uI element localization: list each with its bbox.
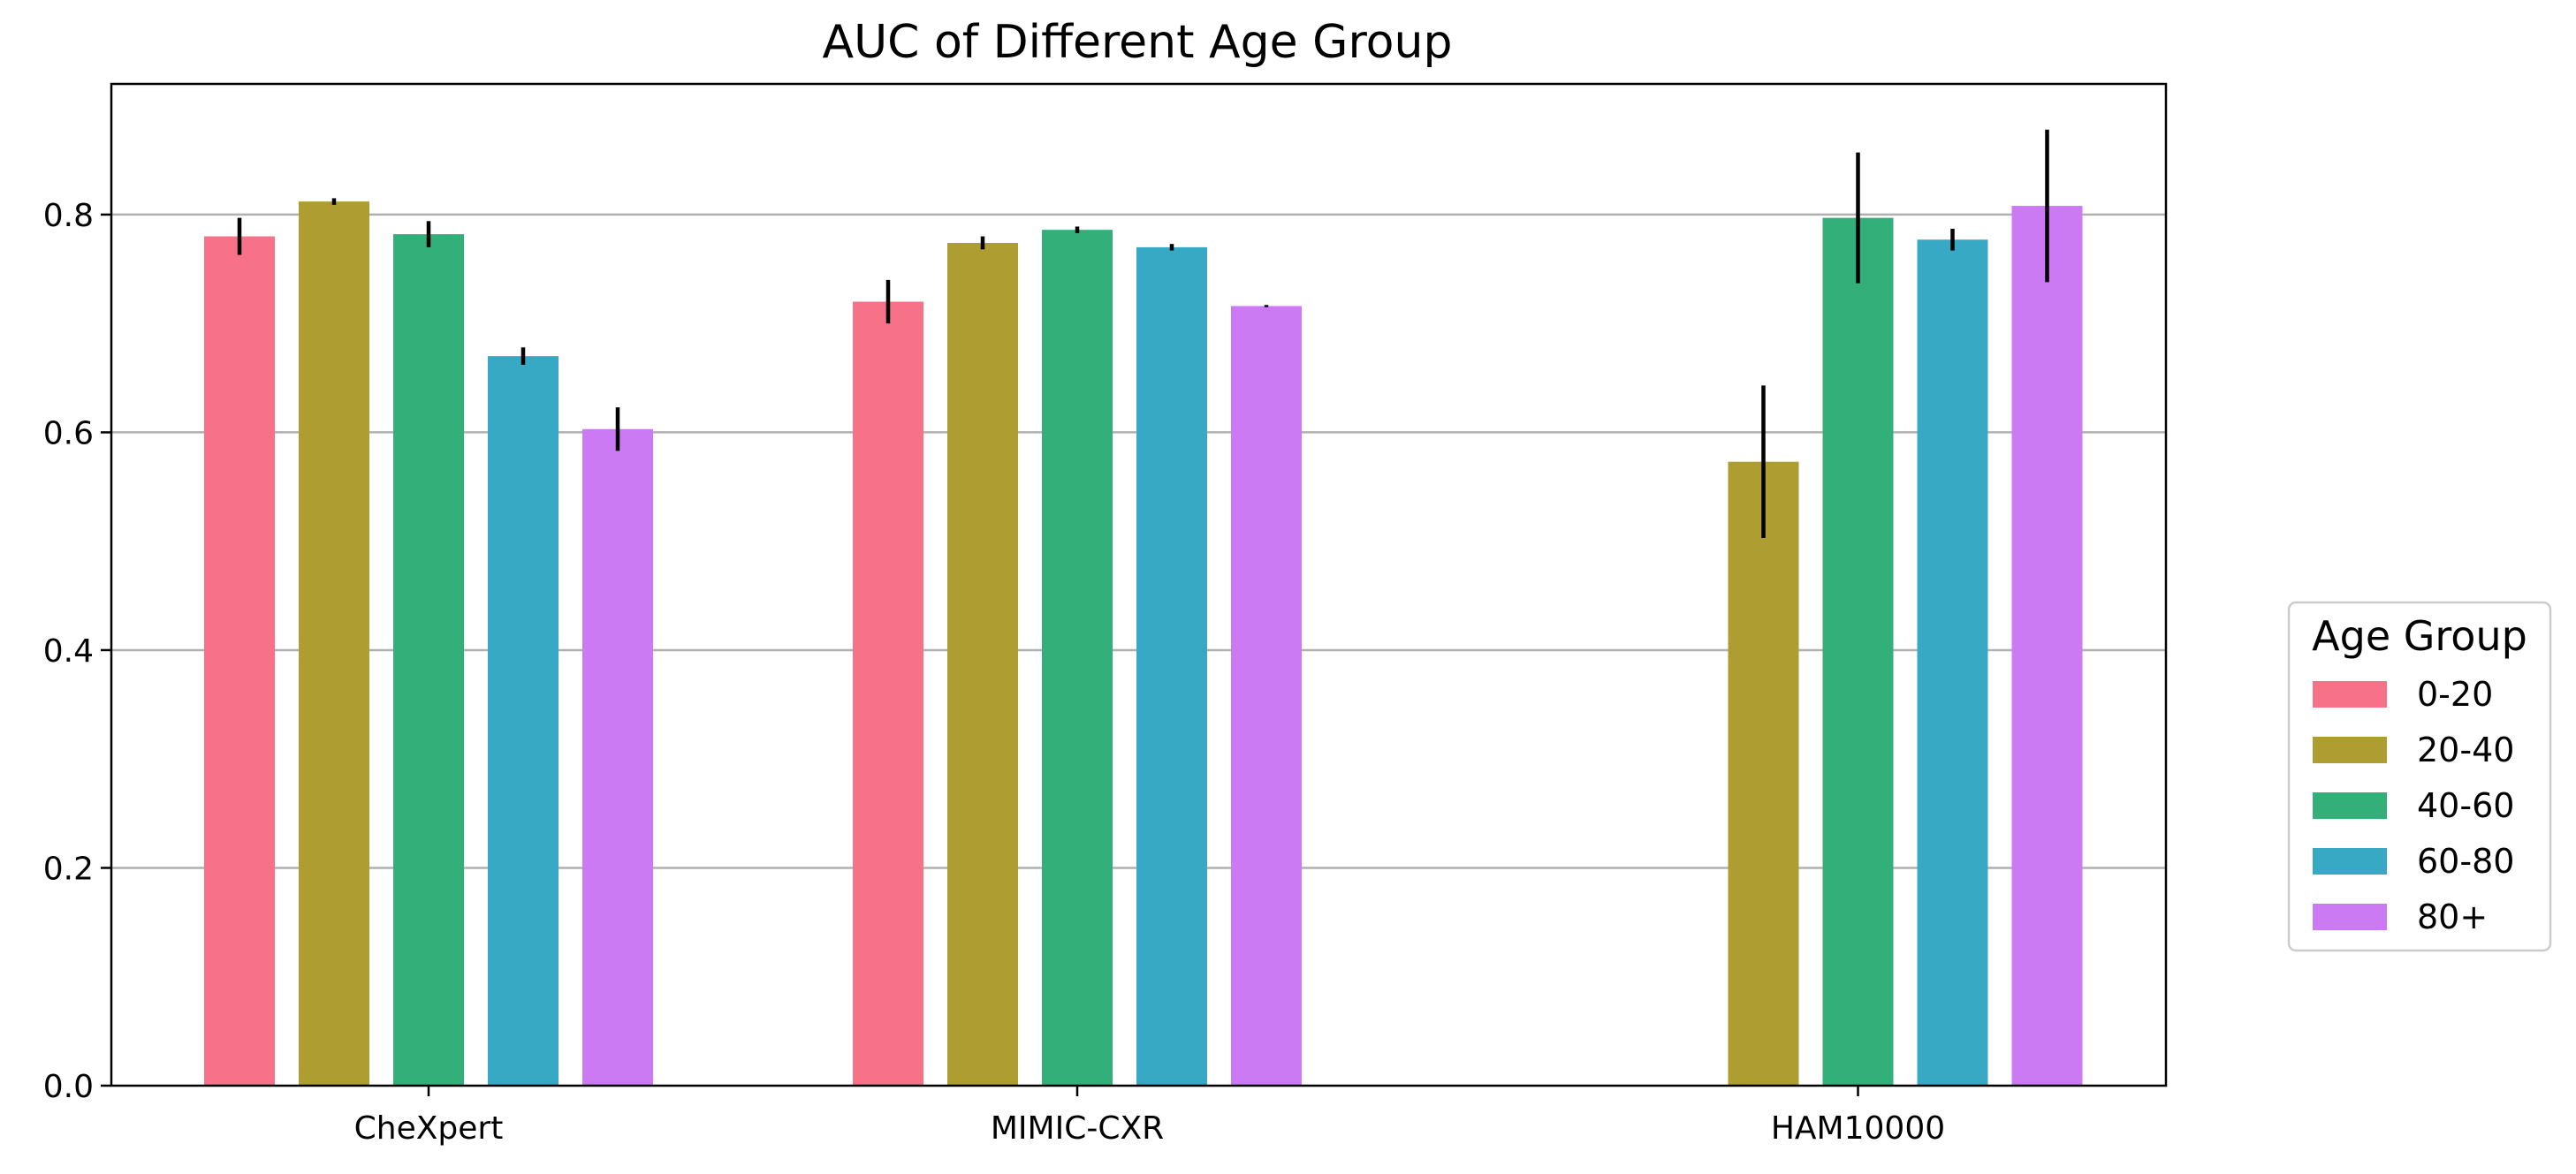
y-tick-label: 0.8 <box>43 198 94 234</box>
legend: Age Group 0-20 20-40 40-60 60-80 80+ <box>2287 601 2552 952</box>
bar <box>1231 306 1302 1087</box>
plot-frame <box>110 82 2168 1087</box>
bar <box>947 242 1018 1086</box>
y-tick-label: 0.6 <box>43 415 94 451</box>
legend-swatch <box>2313 681 2387 708</box>
bar <box>1042 230 1113 1086</box>
legend-swatch <box>2313 737 2387 763</box>
bar <box>204 236 275 1087</box>
bar <box>1136 246 1207 1086</box>
bar <box>299 201 369 1087</box>
bar <box>393 234 464 1087</box>
error-bars <box>237 129 2049 538</box>
legend-label: 0-20 <box>2417 675 2493 714</box>
bar <box>1917 239 1988 1086</box>
legend-swatch <box>2313 792 2387 819</box>
y-tick-label: 0.4 <box>43 633 94 670</box>
legend-label: 80+ <box>2417 898 2488 936</box>
bar <box>1822 217 1894 1087</box>
legend-label: 40-60 <box>2417 786 2514 825</box>
x-tick-label: HAM10000 <box>1771 1110 1945 1147</box>
legend-label: 60-80 <box>2417 842 2514 881</box>
x-tick-label: CheXpert <box>354 1110 504 1147</box>
y-tick-label: 0.2 <box>43 851 94 887</box>
bar <box>1728 461 1799 1086</box>
legend-swatch <box>2313 848 2387 875</box>
legend-label: 20-40 <box>2417 731 2514 769</box>
bars <box>204 201 2083 1087</box>
bar <box>488 356 559 1086</box>
x-tick-label: MIMIC-CXR <box>991 1110 1164 1147</box>
legend-swatch <box>2313 904 2387 930</box>
legend-items: 0-20 20-40 40-60 60-80 80+ <box>2313 675 2514 936</box>
bar <box>2011 206 2083 1086</box>
bar <box>582 428 653 1087</box>
chart-title: AUC of Different Age Group <box>823 16 1453 69</box>
axes: 0.0 0.2 0.4 0.6 0.8 CheXpert MIMIC-CXR HAM10000 <box>43 198 1945 1147</box>
legend-title: Age Group <box>2312 612 2527 660</box>
bar <box>853 301 923 1086</box>
y-tick-label: 0.0 <box>43 1069 94 1105</box>
